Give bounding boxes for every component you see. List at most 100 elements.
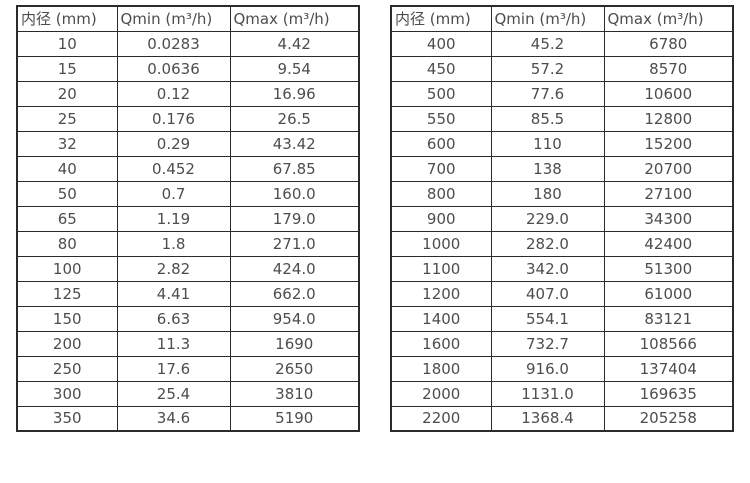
header-row: 内径 (mm) Qmin (m³/h) Qmax (m³/h) <box>390 5 734 32</box>
cell-diameter: 50 <box>16 180 118 207</box>
table-row: 1400 554.1 83121 <box>390 305 734 332</box>
cell-qmin: 2.82 <box>116 255 231 282</box>
cell-qmax: 271.0 <box>229 230 360 257</box>
cell-diameter: 800 <box>390 180 492 207</box>
cell-qmax: 5190 <box>229 405 360 432</box>
cell-qmin: 229.0 <box>490 205 605 232</box>
table-row: 2000 1131.0 169635 <box>390 380 734 407</box>
column-header-qmin: Qmin (m³/h) <box>116 5 231 32</box>
table-row: 500 77.6 10600 <box>390 80 734 107</box>
cell-qmin: 0.29 <box>116 130 231 157</box>
cell-qmin: 1368.4 <box>490 405 605 432</box>
column-header-diameter: 内径 (mm) <box>16 5 118 32</box>
cell-diameter: 65 <box>16 205 118 232</box>
cell-diameter: 125 <box>16 280 118 307</box>
table-row: 800 180 27100 <box>390 180 734 207</box>
cell-diameter: 400 <box>390 30 492 57</box>
cell-qmin: 11.3 <box>116 330 231 357</box>
cell-qmin: 25.4 <box>116 380 231 407</box>
cell-qmin: 57.2 <box>490 55 605 82</box>
table-row: 700 138 20700 <box>390 155 734 182</box>
cell-diameter: 10 <box>16 30 118 57</box>
table-row: 300 25.4 3810 <box>16 380 360 407</box>
cell-qmax: 26.5 <box>229 105 360 132</box>
cell-qmin: 17.6 <box>116 355 231 382</box>
cell-qmax: 954.0 <box>229 305 360 332</box>
cell-qmax: 51300 <box>603 255 734 282</box>
flow-table-large-diameters: 内径 (mm) Qmin (m³/h) Qmax (m³/h) 400 45.2 678… <box>390 5 734 432</box>
cell-diameter: 100 <box>16 255 118 282</box>
cell-diameter: 2000 <box>390 380 492 407</box>
table-row: 400 45.2 6780 <box>390 30 734 57</box>
cell-qmax: 8570 <box>603 55 734 82</box>
cell-qmax: 12800 <box>603 105 734 132</box>
cell-diameter: 900 <box>390 205 492 232</box>
cell-diameter: 80 <box>16 230 118 257</box>
cell-qmax: 15200 <box>603 130 734 157</box>
cell-qmax: 3810 <box>229 380 360 407</box>
table-row: 2200 1368.4 205258 <box>390 405 734 432</box>
header-row: 内径 (mm) Qmin (m³/h) Qmax (m³/h) <box>16 5 360 32</box>
cell-diameter: 600 <box>390 130 492 157</box>
cell-diameter: 150 <box>16 305 118 332</box>
cell-diameter: 200 <box>16 330 118 357</box>
cell-qmax: 1690 <box>229 330 360 357</box>
cell-diameter: 1600 <box>390 330 492 357</box>
cell-qmin: 282.0 <box>490 230 605 257</box>
table-row: 15 0.0636 9.54 <box>16 55 360 82</box>
cell-qmin: 0.452 <box>116 155 231 182</box>
cell-qmin: 0.7 <box>116 180 231 207</box>
table-row: 40 0.452 67.85 <box>16 155 360 182</box>
flow-table-small-diameters: 内径 (mm) Qmin (m³/h) Qmax (m³/h) 10 0.0283 4.… <box>16 5 360 432</box>
cell-diameter: 25 <box>16 105 118 132</box>
cell-qmin: 342.0 <box>490 255 605 282</box>
cell-qmin: 1131.0 <box>490 380 605 407</box>
table-row: 10 0.0283 4.42 <box>16 30 360 57</box>
table-row: 32 0.29 43.42 <box>16 130 360 157</box>
cell-qmax: 9.54 <box>229 55 360 82</box>
cell-qmax: 2650 <box>229 355 360 382</box>
column-header-qmax: Qmax (m³/h) <box>603 5 734 32</box>
cell-qmax: 169635 <box>603 380 734 407</box>
column-header-qmax: Qmax (m³/h) <box>229 5 360 32</box>
cell-diameter: 1400 <box>390 305 492 332</box>
cell-qmax: 83121 <box>603 305 734 332</box>
cell-diameter: 700 <box>390 155 492 182</box>
cell-qmin: 0.176 <box>116 105 231 132</box>
cell-qmin: 0.0636 <box>116 55 231 82</box>
cell-diameter: 40 <box>16 155 118 182</box>
cell-qmin: 6.63 <box>116 305 231 332</box>
cell-diameter: 500 <box>390 80 492 107</box>
table-row: 200 11.3 1690 <box>16 330 360 357</box>
cell-qmax: 6780 <box>603 30 734 57</box>
column-header-diameter: 内径 (mm) <box>390 5 492 32</box>
cell-diameter: 1000 <box>390 230 492 257</box>
cell-diameter: 1200 <box>390 280 492 307</box>
cell-diameter: 550 <box>390 105 492 132</box>
cell-qmax: 34300 <box>603 205 734 232</box>
cell-qmin: 4.41 <box>116 280 231 307</box>
table-row: 65 1.19 179.0 <box>16 205 360 232</box>
cell-qmax: 662.0 <box>229 280 360 307</box>
table-row: 1100 342.0 51300 <box>390 255 734 282</box>
cell-qmax: 42400 <box>603 230 734 257</box>
cell-qmax: 67.85 <box>229 155 360 182</box>
cell-qmax: 179.0 <box>229 205 360 232</box>
table-row: 1200 407.0 61000 <box>390 280 734 307</box>
table-row: 25 0.176 26.5 <box>16 105 360 132</box>
cell-qmin: 180 <box>490 180 605 207</box>
table-body: 400 45.2 6780 450 57.2 8570 500 77.6 10600 550 85.… <box>390 30 734 432</box>
cell-qmin: 1.8 <box>116 230 231 257</box>
cell-qmin: 0.0283 <box>116 30 231 57</box>
cell-qmin: 34.6 <box>116 405 231 432</box>
cell-qmin: 85.5 <box>490 105 605 132</box>
cell-qmin: 110 <box>490 130 605 157</box>
cell-qmax: 16.96 <box>229 80 360 107</box>
cell-qmax: 160.0 <box>229 180 360 207</box>
cell-qmin: 45.2 <box>490 30 605 57</box>
cell-qmin: 0.12 <box>116 80 231 107</box>
table-header-row: 内径 (mm) Qmin (m³/h) Qmax (m³/h) <box>16 5 360 32</box>
cell-diameter: 15 <box>16 55 118 82</box>
cell-qmax: 424.0 <box>229 255 360 282</box>
table-row: 100 2.82 424.0 <box>16 255 360 282</box>
